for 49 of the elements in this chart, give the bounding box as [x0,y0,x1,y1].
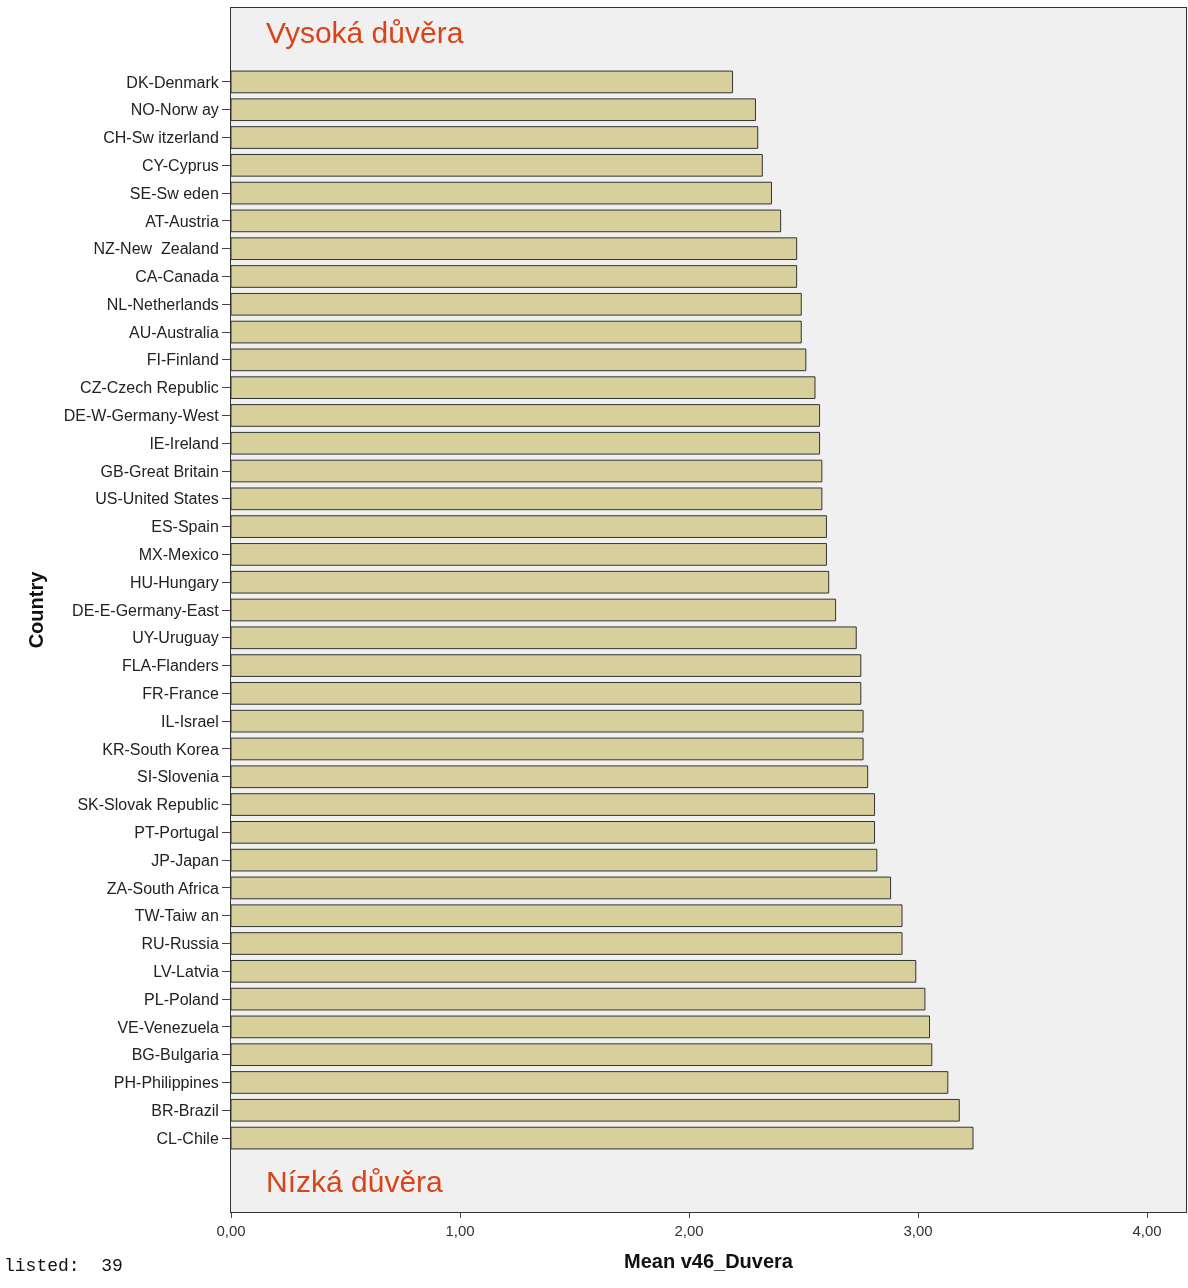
y-tick-label: UY-Uruguay [132,629,219,647]
x-tick-label: 2,00 [674,1222,704,1239]
y-tick-label: GB-Great Britain [100,462,219,480]
y-axis-title: Country [25,570,48,649]
y-tick-label: CL-Chile [156,1129,219,1147]
y-tick-label: CA-Canada [135,268,219,286]
x-tick-label: 1,00 [445,1222,475,1239]
y-tick-label: PH-Philippines [113,1074,219,1092]
y-tick-label: AT-Austria [145,212,219,230]
y-tick-label: IL-Israel [161,712,219,730]
x-axis-title: Mean v46_Duvera [624,1249,794,1272]
y-tick-label: IE-Ireland [149,434,219,452]
y-tick-label: FLA-Flanders [121,657,219,675]
y-tick-label: HU-Hungary [129,573,219,591]
x-tick-label: 3,00 [903,1222,933,1239]
y-tick-label: RU-Russia [141,935,219,953]
y-tick-label: NZ-New Zealand [93,240,219,258]
y-tick-label: ES-Spain [151,518,219,536]
y-tick-label: US-United States [95,490,219,508]
y-tick-label: PT-Portugal [134,823,219,841]
y-tick-label: FI-Finland [146,351,219,369]
y-tick-label: DE-W-Germany-West [63,407,220,425]
y-tick-label: DK-Denmark [126,73,220,91]
y-tick-label: DE-E-Germany-East [72,601,220,619]
text: listed: 39 [4,1256,123,1276]
y-tick-label: CH-Sw itzerland [103,129,219,147]
y-tick-label: FR-France [142,684,219,702]
x-tick-label: 4,00 [1132,1222,1162,1239]
y-tick-label: SI-Slovenia [136,768,219,786]
y-tick-label: SK-Slovak Republic [77,796,219,814]
y-tick-label: AU-Australia [128,323,219,341]
y-tick-label: KR-South Korea [102,740,219,758]
y-tick-label: VE-Venezuela [117,1018,219,1036]
y-tick-label: ZA-South Africa [106,879,219,897]
y-tick-label: SE-Sw eden [129,184,219,202]
y-tick-label: PL-Poland [144,990,219,1008]
y-tick-label: NL-Netherlands [106,295,219,313]
text: Vysoká důvěra [266,16,464,49]
y-tick-label: TW-Taiw an [134,907,219,925]
y-tick-label: NO-Norw ay [130,101,219,119]
y-tick-label: JP-Japan [151,851,219,869]
y-tick-label: CZ-Czech Republic [80,379,219,397]
text: Nízká důvěra [266,1165,444,1198]
y-tick-label: BR-Brazil [151,1101,219,1119]
y-tick-label: LV-Latvia [153,962,219,980]
y-tick-label: BG-Bulgaria [131,1046,219,1064]
y-tick-label: MX-Mexico [138,546,219,564]
y-tick-label: CY-Cyprus [142,156,219,174]
x-tick-label: 0,00 [216,1222,246,1239]
